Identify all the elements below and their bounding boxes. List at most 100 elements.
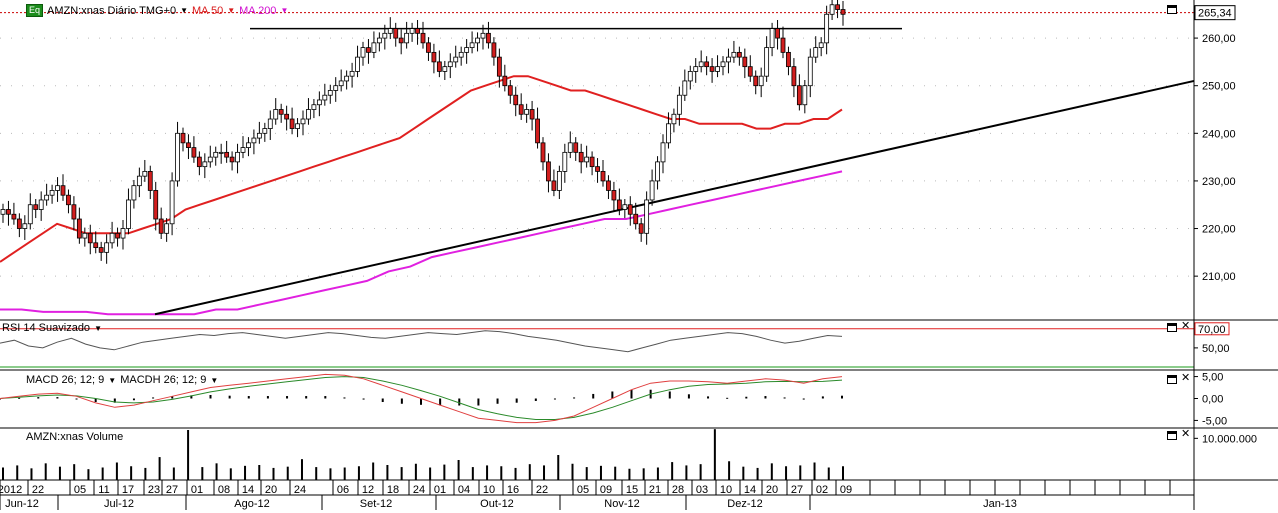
close-icon[interactable]: ✕	[1181, 428, 1191, 440]
candle-body	[158, 218, 164, 234]
ma200-label[interactable]: MA 200	[239, 4, 277, 17]
macd-histogram-bar	[190, 395, 193, 399]
candle-body	[60, 185, 66, 196]
close-icon[interactable]: ✕	[1181, 320, 1191, 332]
ma50-label[interactable]: MA 50	[192, 4, 224, 17]
macd-histogram-bar	[400, 398, 403, 404]
candle-body	[769, 28, 775, 49]
candle-body	[731, 51, 737, 58]
macd-histogram-bar	[18, 397, 21, 399]
candle-body	[720, 61, 726, 68]
macd-histogram-bar	[56, 397, 59, 399]
candle-body	[415, 28, 420, 34]
price-pane[interactable]	[0, 0, 1195, 316]
last-price-box	[1194, 5, 1236, 21]
candle-body	[376, 37, 382, 44]
macd-pane[interactable]	[0, 373, 843, 424]
macd-histogram-bar	[94, 398, 97, 403]
macd-histogram-bar	[553, 398, 556, 400]
day-tick-label: 27	[791, 484, 803, 496]
candle-body	[153, 190, 159, 220]
macd-histogram-bar	[228, 395, 231, 399]
candle-body	[518, 104, 524, 115]
macdh-label[interactable]: MACDH 26; 12; 9	[120, 374, 207, 386]
chevron-down-icon[interactable]: ▼	[280, 6, 289, 15]
candle-body	[747, 66, 753, 77]
candle-body	[726, 56, 731, 63]
candle-body	[278, 109, 284, 115]
candle-body	[393, 28, 399, 39]
macd-histogram-bar	[726, 397, 729, 399]
maximize-icon[interactable]	[1167, 431, 1177, 440]
macd-label[interactable]: MACD 26; 12; 9	[26, 374, 105, 386]
candle-body	[742, 56, 748, 68]
candle-body	[780, 37, 786, 53]
day-tick-label: 01	[434, 484, 446, 496]
candle-body	[436, 61, 442, 72]
candle-body	[507, 85, 513, 96]
maximize-icon[interactable]	[1167, 323, 1177, 332]
macd-histogram-bar	[534, 398, 537, 401]
macd-histogram-bar	[132, 398, 135, 401]
rsi-label[interactable]: RSI 14 Suavizado	[2, 322, 91, 334]
chevron-down-icon[interactable]: ▼	[180, 6, 189, 15]
volume-pane[interactable]	[2, 429, 844, 480]
macd-header[interactable]: MACD 26; 12; 9 ▼ MACDH 26; 12; 9 ▼	[26, 374, 218, 386]
candle-body	[126, 199, 131, 229]
candle-body	[431, 51, 437, 63]
candle-body	[529, 109, 535, 120]
candle-body	[382, 32, 388, 39]
maximize-icon[interactable]	[1167, 375, 1177, 384]
macd-histogram-bar	[152, 397, 155, 399]
candle-body	[76, 218, 82, 239]
chevron-down-icon[interactable]: ▼	[108, 375, 117, 385]
candle-body	[791, 66, 797, 87]
macd-histogram-bar	[439, 398, 442, 406]
day-tick-label: 04	[458, 484, 470, 496]
month-label: Set-12	[360, 498, 392, 510]
candle-body	[33, 204, 39, 210]
maximize-icon[interactable]	[1167, 5, 1177, 14]
candle-body	[758, 75, 764, 87]
day-tick-label: 24	[413, 484, 425, 496]
candle-body	[420, 32, 426, 44]
candle-body	[306, 109, 311, 120]
candle-body	[295, 123, 300, 129]
day-tick-label: 2012	[0, 484, 22, 496]
candle-body	[595, 166, 600, 172]
eq-badge[interactable]: Eq	[26, 4, 44, 17]
rsi-header[interactable]: RSI 14 Suavizado ▼	[2, 322, 102, 334]
month-label: Nov-12	[604, 498, 639, 510]
candle-body	[300, 118, 306, 125]
candle-body	[27, 204, 33, 225]
candle-body	[371, 42, 377, 53]
candle-body	[546, 161, 551, 182]
day-tick-label: 02	[816, 484, 828, 496]
macd-histogram-bar	[266, 396, 269, 399]
candle-body	[218, 151, 224, 154]
candle-body	[486, 32, 491, 44]
rsi-line	[0, 330, 843, 353]
candle-body	[627, 204, 633, 215]
symbol-label[interactable]: AMZN:xnas Diário TMG+0	[47, 4, 177, 17]
close-icon[interactable]: ✕	[1181, 372, 1191, 384]
day-tick-label: 17	[122, 484, 134, 496]
volume-header[interactable]: AMZN:xnas Volume	[26, 431, 123, 443]
macd-histogram-bar	[592, 393, 595, 399]
volume-label[interactable]: AMZN:xnas Volume	[26, 431, 124, 443]
candle-body	[49, 190, 55, 196]
chevron-down-icon[interactable]: ▼	[94, 323, 102, 333]
candle-body	[311, 104, 317, 110]
main-header[interactable]: Eq AMZN:xnas Diário TMG+0 ▼ MA 50 ▼ MA 2…	[26, 4, 288, 17]
day-tick-label: 05	[74, 484, 86, 496]
candle-body	[807, 56, 813, 87]
chevron-down-icon[interactable]: ▼	[227, 6, 236, 15]
candle-body	[698, 61, 704, 68]
chevron-down-icon[interactable]: ▼	[210, 375, 219, 385]
macd-histogram-bar	[707, 396, 710, 399]
rsi-pane[interactable]	[0, 328, 1194, 368]
day-tick-label: 05	[577, 484, 589, 496]
macd-histogram-bar	[668, 391, 671, 399]
macd-histogram-bar	[247, 396, 250, 399]
